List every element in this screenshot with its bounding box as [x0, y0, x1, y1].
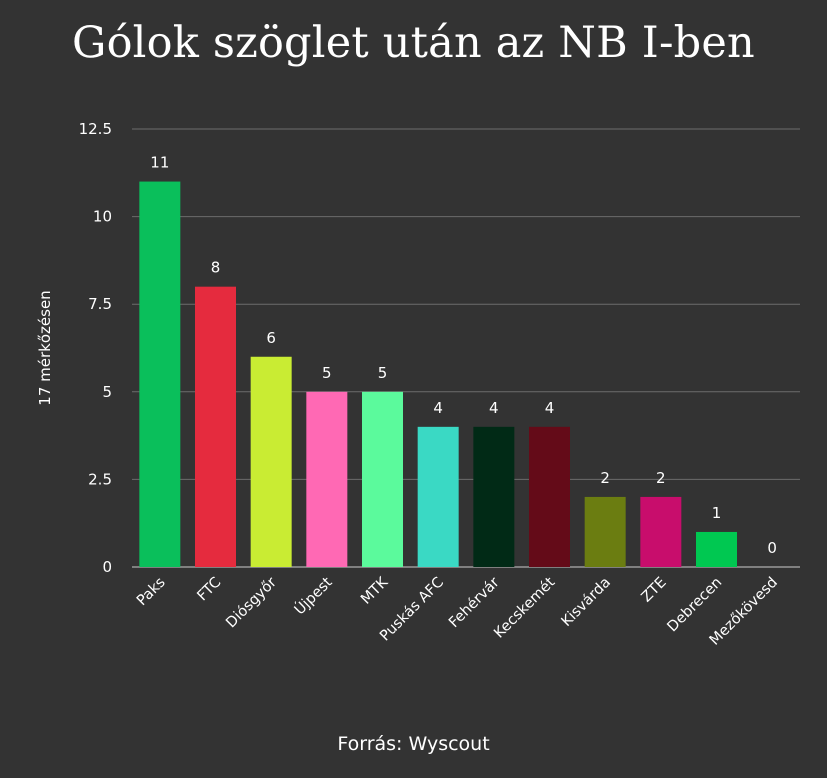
category-label-0: Paks: [134, 575, 169, 610]
category-label-4: MTK: [358, 574, 391, 607]
chart-title: Gólok szöglet után az NB I-ben: [72, 18, 755, 68]
bars: [139, 181, 737, 567]
bar-10: [696, 531, 737, 567]
bar-7: [529, 426, 570, 567]
value-label-6: 4: [489, 399, 499, 417]
value-label-11: 0: [767, 539, 777, 557]
y-axis-ticks: 0 2.5 5 7.5 10 12.5: [79, 120, 112, 576]
bar-9: [640, 496, 682, 567]
bar-8: [584, 496, 626, 567]
value-label-2: 6: [266, 329, 276, 347]
y-tick-label: 10: [93, 208, 112, 226]
category-label-2: Diósgyőr: [223, 574, 280, 631]
value-label-5: 4: [433, 399, 443, 417]
bar-4: [362, 391, 403, 567]
y-tick-label: 2.5: [88, 470, 112, 488]
source-note: Forrás: Wyscout: [337, 733, 490, 755]
bar-3: [306, 391, 348, 567]
category-label-7: Kecskemét: [491, 574, 558, 641]
bar-5: [417, 426, 459, 567]
gridlines: [132, 128, 800, 568]
bar-2: [250, 356, 292, 567]
value-label-3: 5: [322, 364, 332, 382]
category-label-9: ZTE: [639, 575, 670, 606]
value-label-1: 8: [211, 259, 221, 277]
category-label-3: Újpest: [290, 573, 335, 618]
y-tick-label: 12.5: [79, 120, 112, 138]
y-tick-label: 7.5: [88, 295, 112, 313]
category-label-10: Debrecen: [665, 575, 726, 636]
y-tick-label: 0: [102, 558, 112, 576]
value-label-10: 1: [712, 504, 722, 522]
value-label-0: 11: [150, 154, 169, 172]
y-tick-label: 5: [102, 383, 112, 401]
bar-0: [139, 181, 181, 567]
category-label-1: FTC: [194, 575, 224, 605]
value-label-9: 2: [656, 469, 666, 487]
category-label-8: Kisvárda: [559, 575, 614, 630]
y-axis-title: 17 mérkőzésen: [36, 290, 54, 405]
value-labels: 11 8 6 5 5 4 4 4 2 2 1 0: [150, 154, 777, 557]
value-label-4: 5: [378, 364, 388, 382]
value-label-7: 4: [545, 399, 555, 417]
category-label-6: Fehérvár: [446, 574, 503, 631]
bar-1: [195, 286, 236, 567]
bar-6: [473, 426, 515, 567]
value-label-8: 2: [600, 469, 610, 487]
